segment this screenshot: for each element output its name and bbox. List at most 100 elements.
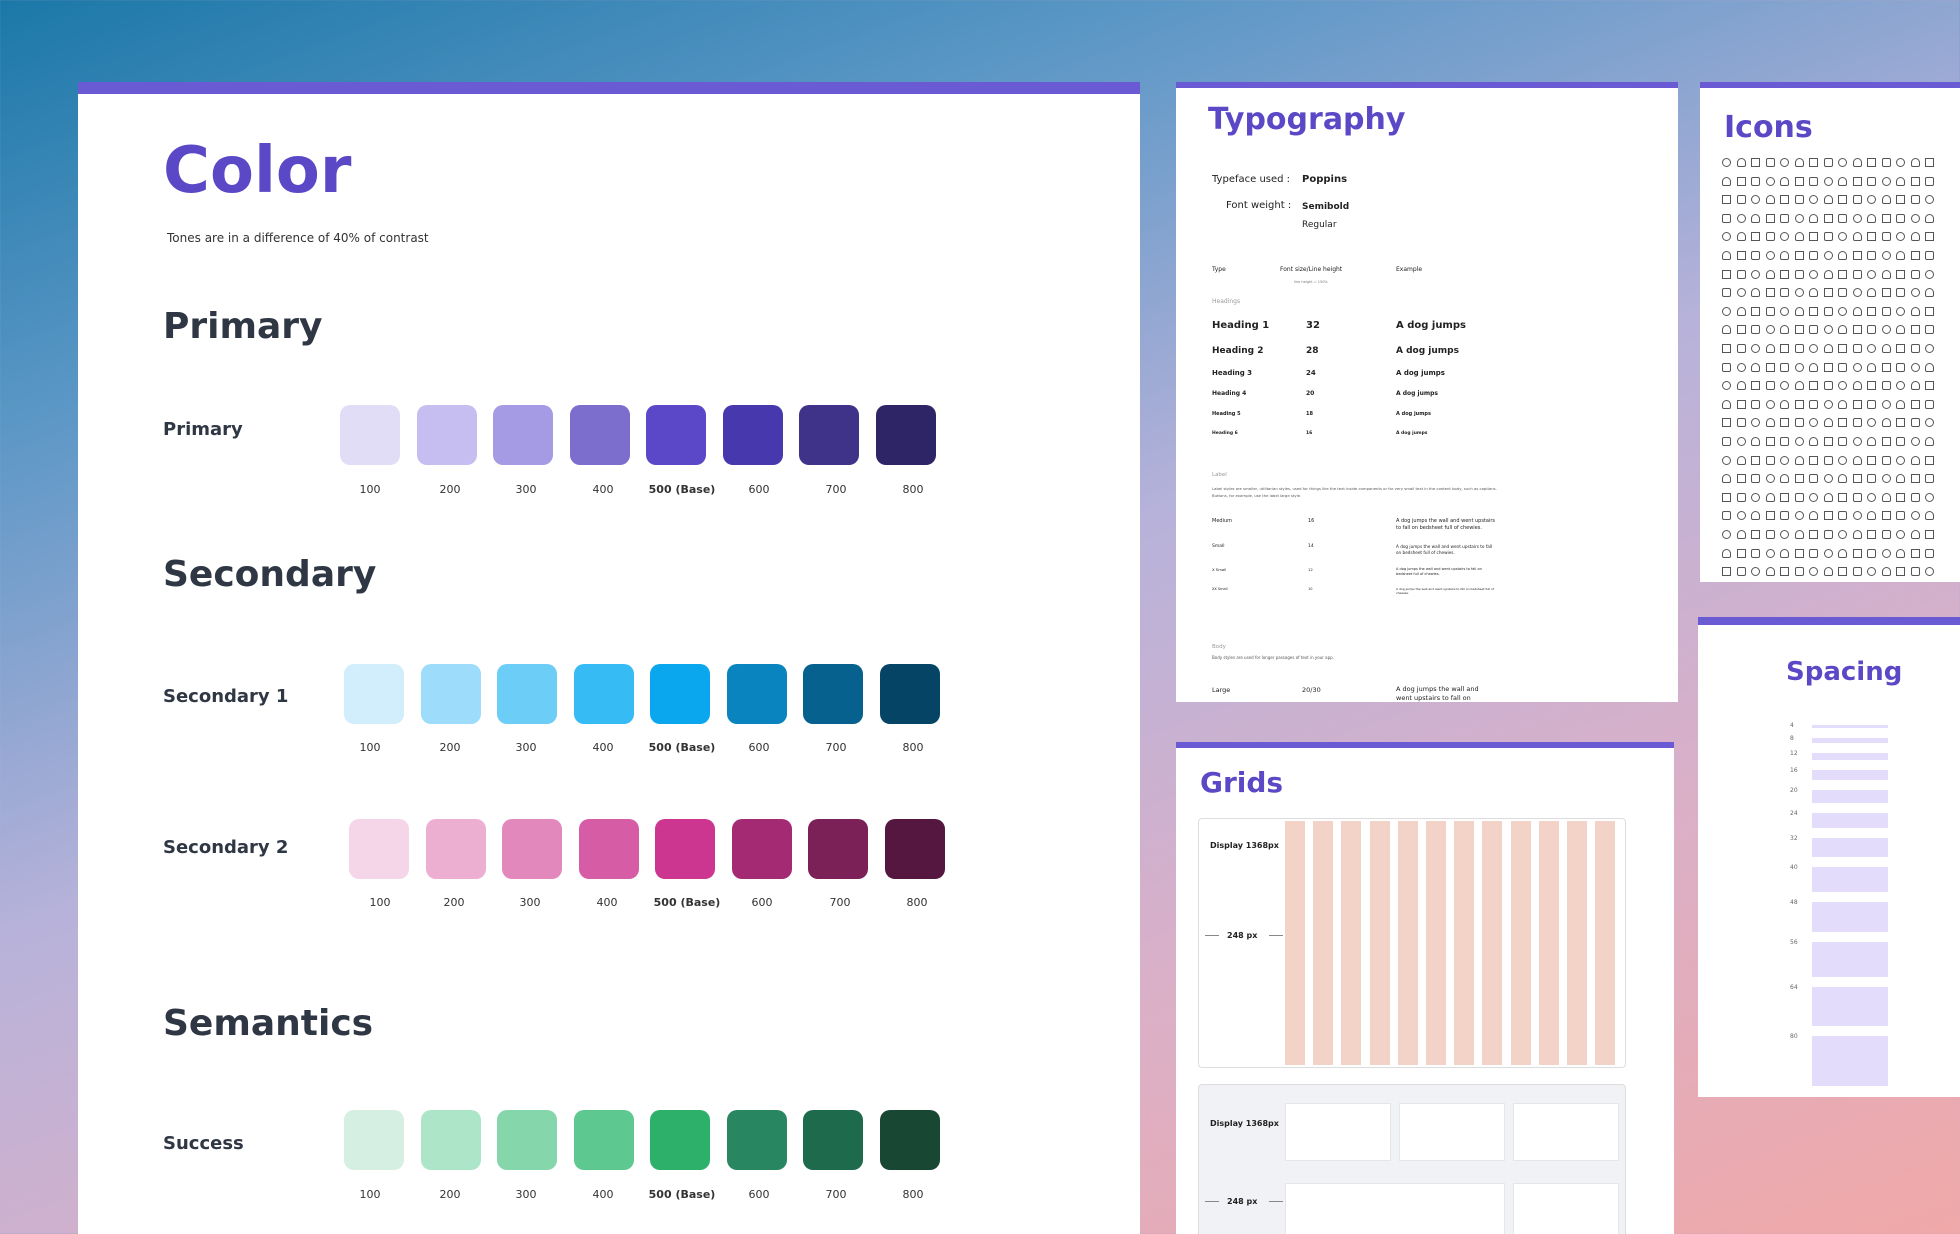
library-icon[interactable] [1910,437,1920,446]
swatch-primary-300[interactable] [493,405,553,465]
library-icon[interactable] [1794,232,1804,242]
swatch-primary-100[interactable] [340,405,400,465]
library-icon[interactable] [1852,362,1862,372]
library-icon[interactable] [1736,232,1746,242]
library-icon[interactable] [1823,530,1833,539]
library-icon[interactable] [1794,288,1804,298]
library-icon[interactable] [1852,455,1862,465]
library-icon[interactable] [1809,548,1818,558]
library-icon[interactable] [1910,362,1920,372]
library-icon[interactable] [1838,474,1847,484]
library-icon[interactable] [1910,344,1920,353]
library-icon[interactable] [1838,418,1847,428]
library-icon[interactable] [1910,213,1920,223]
library-icon[interactable] [1838,399,1847,409]
library-icon[interactable] [1881,362,1891,372]
library-icon[interactable] [1910,195,1920,205]
library-icon[interactable] [1722,213,1731,223]
library-icon[interactable] [1736,213,1746,223]
library-icon[interactable] [1838,511,1847,521]
library-icon[interactable] [1765,251,1775,260]
library-icon[interactable] [1722,455,1731,465]
library-icon[interactable] [1867,232,1876,242]
library-icon[interactable] [1910,455,1920,465]
library-icon[interactable] [1852,474,1862,484]
library-icon[interactable] [1765,213,1775,223]
library-icon[interactable] [1925,381,1934,391]
library-icon[interactable] [1751,232,1760,242]
library-icon[interactable] [1722,474,1731,484]
library-icon[interactable] [1823,362,1833,372]
library-icon[interactable] [1867,344,1876,353]
library-icon[interactable] [1852,213,1862,223]
library-icon[interactable] [1910,492,1920,502]
library-icon[interactable] [1780,251,1789,260]
swatch-secondary1-500[interactable] [650,664,710,724]
library-icon[interactable] [1751,492,1760,502]
swatch-success-500[interactable] [650,1110,710,1170]
library-icon[interactable] [1823,344,1833,353]
library-icon[interactable] [1867,567,1876,577]
library-icon[interactable] [1765,195,1775,205]
library-icon[interactable] [1794,399,1804,409]
swatch-primary-200[interactable] [416,405,477,465]
library-icon[interactable] [1765,362,1775,372]
library-icon[interactable] [1794,269,1804,279]
library-icon[interactable] [1722,567,1731,577]
library-icon[interactable] [1751,213,1760,223]
library-icon[interactable] [1867,511,1876,521]
library-icon[interactable] [1852,344,1862,353]
library-icon[interactable] [1736,381,1746,391]
library-icon[interactable] [1794,511,1804,521]
library-icon[interactable] [1736,399,1746,409]
swatch-secondary2-100[interactable] [349,819,409,879]
library-icon[interactable] [1881,213,1891,223]
library-icon[interactable] [1794,251,1804,260]
library-icon[interactable] [1809,511,1818,521]
library-icon[interactable] [1780,511,1789,521]
library-icon[interactable] [1925,530,1934,539]
library-icon[interactable] [1852,269,1862,279]
library-icon[interactable] [1809,492,1818,502]
library-icon[interactable] [1809,344,1818,353]
library-icon[interactable] [1838,213,1847,223]
library-icon[interactable] [1823,306,1833,316]
swatch-secondary2-300[interactable] [502,819,562,879]
library-icon[interactable] [1925,306,1934,316]
library-icon[interactable] [1925,399,1934,409]
library-icon[interactable] [1881,158,1891,167]
library-icon[interactable] [1809,213,1818,223]
library-icon[interactable] [1722,418,1731,428]
library-icon[interactable] [1780,269,1789,279]
library-icon[interactable] [1925,492,1934,502]
library-icon[interactable] [1881,548,1891,558]
swatch-secondary1-200[interactable] [420,664,481,724]
library-icon[interactable] [1751,455,1760,465]
library-icon[interactable] [1780,195,1789,205]
library-icon[interactable] [1823,418,1833,428]
library-icon[interactable] [1910,176,1920,186]
library-icon[interactable] [1910,530,1920,539]
library-icon[interactable] [1765,455,1775,465]
library-icon[interactable] [1722,325,1731,335]
library-icon[interactable] [1809,437,1818,446]
library-icon[interactable] [1736,474,1746,484]
library-icon[interactable] [1823,455,1833,465]
library-icon[interactable] [1925,232,1934,242]
library-icon[interactable] [1780,325,1789,335]
library-icon[interactable] [1751,158,1760,167]
swatch-secondary1-400[interactable] [573,664,634,724]
library-icon[interactable] [1852,158,1862,167]
library-icon[interactable] [1910,399,1920,409]
library-icon[interactable] [1722,511,1731,521]
library-icon[interactable] [1765,232,1775,242]
library-icon[interactable] [1838,251,1847,260]
library-icon[interactable] [1867,269,1876,279]
library-icon[interactable] [1881,492,1891,502]
library-icon[interactable] [1910,325,1920,335]
library-icon[interactable] [1722,437,1731,446]
library-icon[interactable] [1925,437,1934,446]
library-icon[interactable] [1823,195,1833,205]
library-icon[interactable] [1794,548,1804,558]
library-icon[interactable] [1823,176,1833,186]
